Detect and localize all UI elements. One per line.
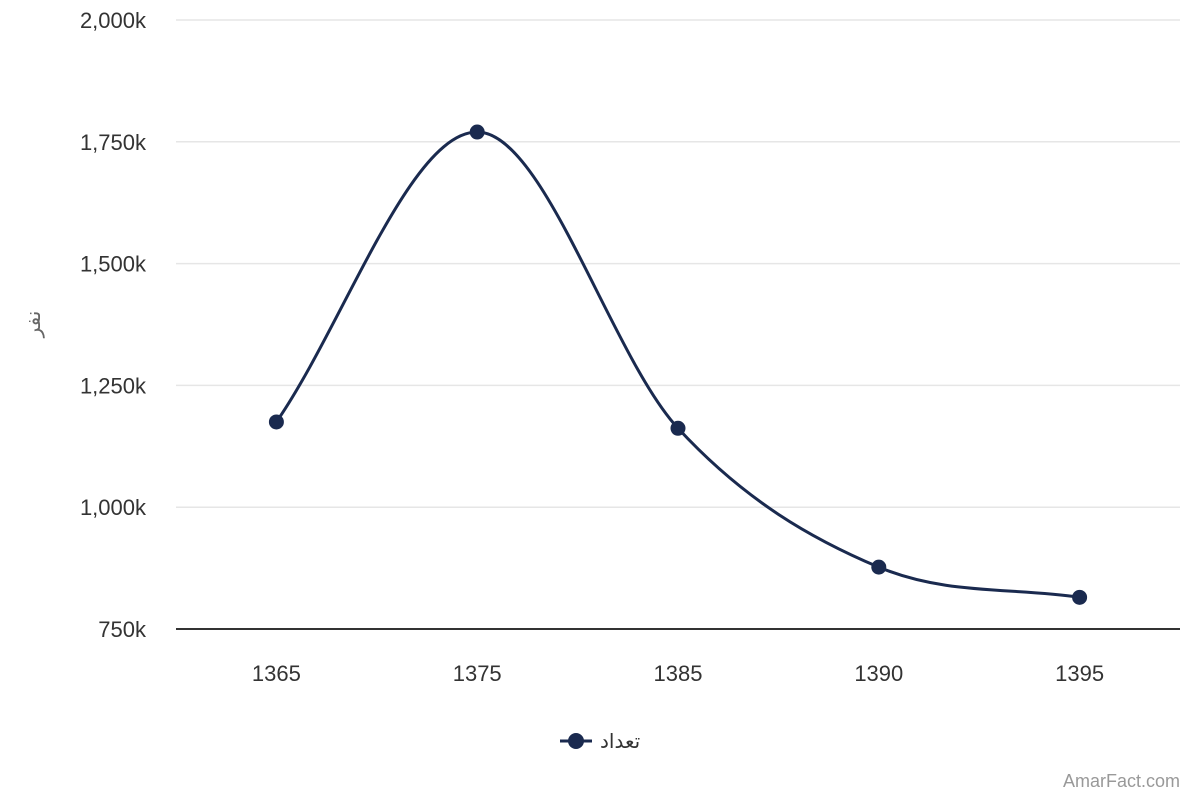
x-tick-label: 1375 xyxy=(453,661,502,686)
data-point[interactable] xyxy=(670,420,686,436)
x-tick-label: 1395 xyxy=(1055,661,1104,686)
y-tick-label: 1,250k xyxy=(80,373,147,398)
credit-link[interactable]: AmarFact.com xyxy=(1062,771,1180,791)
legend-marker xyxy=(568,733,584,749)
legend-label: تعداد xyxy=(600,729,640,753)
y-tick-label: 750k xyxy=(98,617,147,642)
data-point[interactable] xyxy=(268,414,284,430)
y-axis-ticks: 750k 1,000k 1,250k 1,500k 1,750k 2,000k xyxy=(80,8,147,642)
legend[interactable]: تعداد xyxy=(560,729,640,753)
grid-lines xyxy=(176,19,1180,508)
x-tick-label: 1390 xyxy=(854,661,903,686)
series-points xyxy=(268,124,1088,605)
y-tick-label: 2,000k xyxy=(80,8,147,33)
x-tick-label: 1365 xyxy=(252,661,301,686)
x-tick-label: 1385 xyxy=(654,661,703,686)
data-point[interactable] xyxy=(871,559,887,575)
data-point[interactable] xyxy=(469,124,485,140)
y-axis-title: نفر xyxy=(21,311,45,339)
x-axis-ticks: 1365 1375 1385 1390 1395 xyxy=(252,661,1104,686)
y-tick-label: 1,500k xyxy=(80,252,147,277)
series-line xyxy=(275,130,1080,599)
y-tick-label: 1,000k xyxy=(80,495,147,520)
y-tick-label: 1,750k xyxy=(80,130,147,155)
data-point[interactable] xyxy=(1072,589,1088,605)
